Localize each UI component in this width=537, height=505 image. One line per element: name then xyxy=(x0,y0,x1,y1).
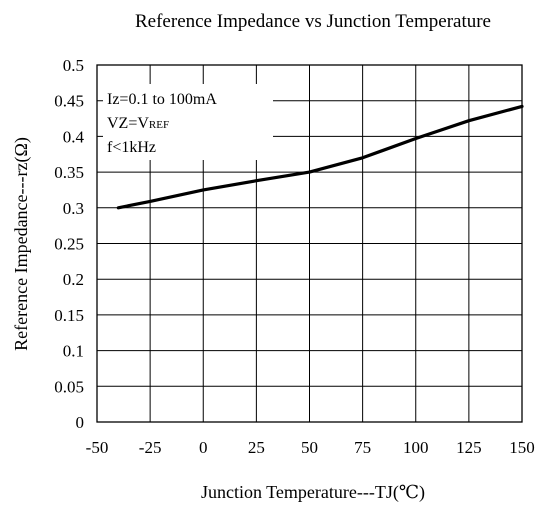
plot-frame xyxy=(96,64,523,423)
x-tick-label: 75 xyxy=(354,438,371,457)
y-tick-label: 0.25 xyxy=(54,235,84,254)
y-tick-label: 0.3 xyxy=(63,199,84,218)
annotation-box xyxy=(103,84,273,160)
y-tick-label: 0.35 xyxy=(54,163,84,182)
annotation-frequency: f<1kHz xyxy=(107,139,156,156)
y-tick-label: 0.15 xyxy=(54,306,84,325)
y-tick-labels: 0 0.05 0.1 0.15 0.2 0.25 0.3 0.35 0.4 0.45 0.5 xyxy=(54,56,84,432)
y-axis-label: Reference Impedance---rz(Ω) xyxy=(11,137,32,351)
y-tick-label: 0.1 xyxy=(63,342,84,361)
x-axis-label: Junction Temperature---TJ(℃) xyxy=(201,482,425,503)
annotation-voltage-subscript: REF xyxy=(149,119,169,131)
y-tick-label: 0.2 xyxy=(63,270,84,289)
y-tick-label: 0.05 xyxy=(54,377,84,396)
x-tick-label: -50 xyxy=(86,438,109,457)
chart-title: Reference Impedance vs Junction Temperat… xyxy=(135,11,491,32)
x-tick-label: 125 xyxy=(456,438,482,457)
y-tick-label: 0.45 xyxy=(54,92,84,111)
x-tick-label: 50 xyxy=(301,438,318,457)
x-tick-label: -25 xyxy=(139,438,162,457)
x-tick-labels: -50 -25 0 25 50 75 100 125 150 xyxy=(86,438,535,457)
annotation-voltage-main: VZ=V xyxy=(107,115,149,132)
y-tick-label: 0 xyxy=(76,413,85,432)
series-line-impedance xyxy=(116,104,524,210)
x-tick-label: 100 xyxy=(403,438,429,457)
x-tick-label: 25 xyxy=(248,438,265,457)
x-tick-label: 150 xyxy=(509,438,535,457)
y-tick-label: 0.4 xyxy=(63,127,85,146)
x-tick-label: 0 xyxy=(199,438,208,457)
annotation-voltage: VZ=VREF xyxy=(107,115,169,132)
y-tick-label: 0.5 xyxy=(63,56,84,75)
annotation-current-range: Iz=0.1 to 100mA xyxy=(107,91,217,108)
